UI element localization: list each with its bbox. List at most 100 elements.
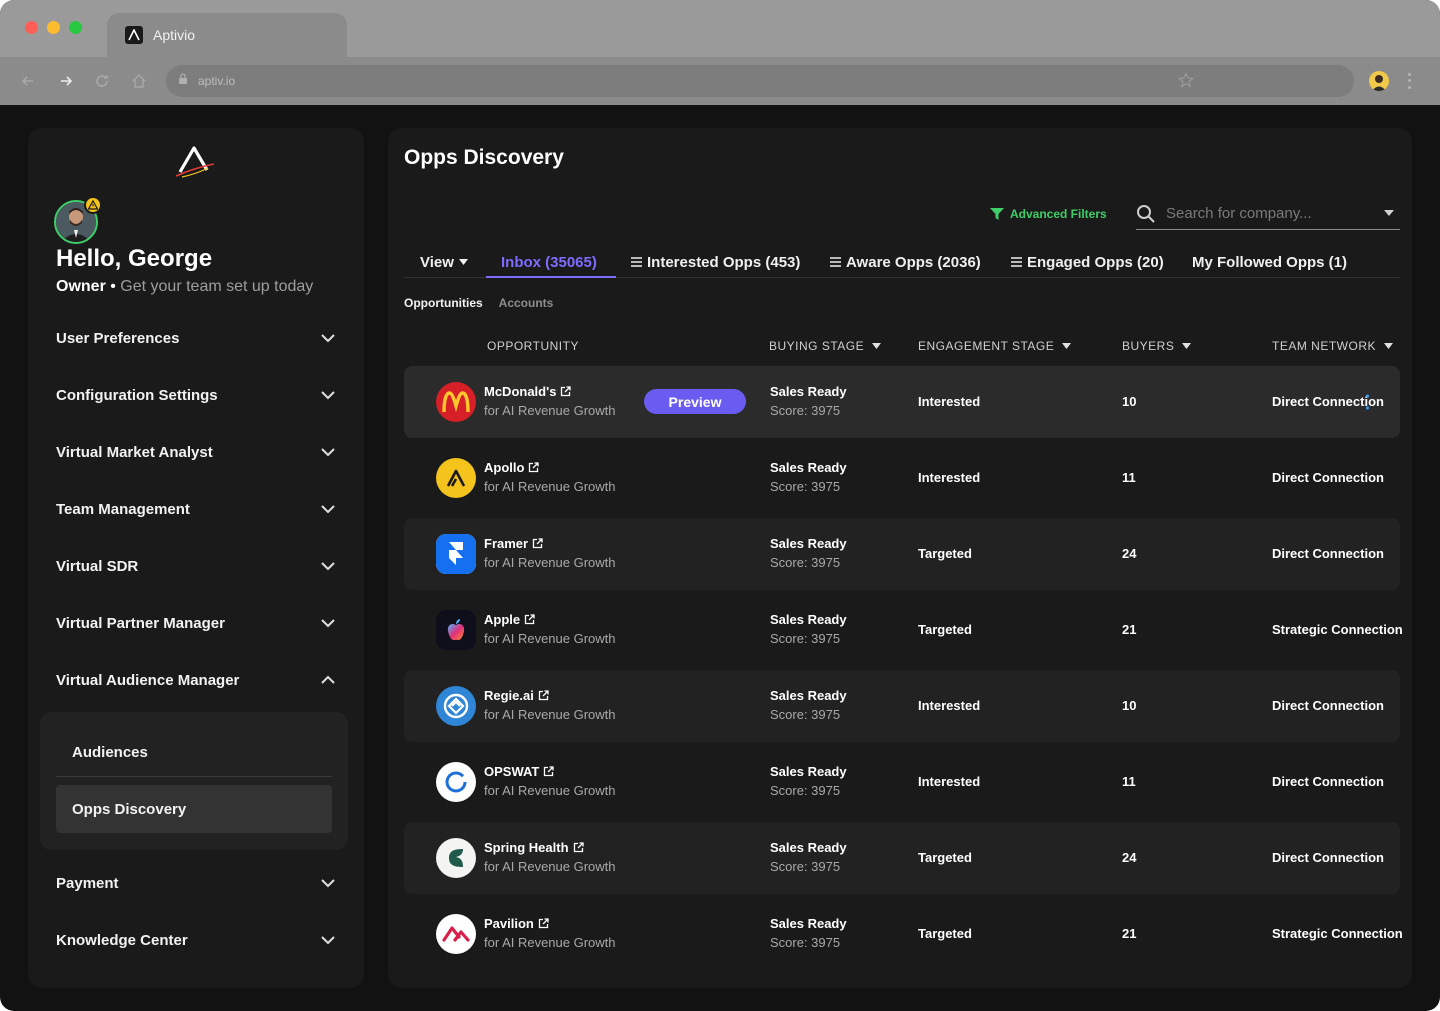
- url-text: aptiv.io: [198, 74, 236, 88]
- company-subtitle: for AI Revenue Growth: [484, 555, 616, 570]
- nav-virtual-partner-manager[interactable]: Virtual Partner Manager: [56, 611, 336, 635]
- table-row[interactable]: Pavilion for AI Revenue Growth Sales Rea…: [404, 898, 1403, 970]
- column-header-buying-stage[interactable]: BUYING STAGE: [769, 339, 882, 353]
- reload-icon[interactable]: [91, 70, 113, 92]
- company-name[interactable]: OPSWAT: [484, 764, 555, 779]
- buying-stage: Sales Ready: [770, 612, 847, 627]
- table-row[interactable]: Apollo for AI Revenue Growth Sales Ready…: [404, 442, 1400, 514]
- external-link-icon[interactable]: [538, 918, 549, 929]
- pavilion-logo-icon: [436, 914, 476, 954]
- advanced-filters-button[interactable]: Advanced Filters: [990, 207, 1107, 221]
- buyers-count: 11: [1122, 774, 1136, 789]
- buyers-count: 11: [1122, 470, 1136, 485]
- search-input[interactable]: [1166, 205, 1366, 222]
- buying-stage: Sales Ready: [770, 460, 847, 475]
- company-name-text: Spring Health: [484, 840, 569, 855]
- external-link-icon[interactable]: [560, 386, 572, 397]
- tab-label: Engaged Opps (20): [1027, 253, 1164, 271]
- tab-engaged-opps[interactable]: Engaged Opps (20): [1011, 246, 1164, 278]
- tab-view[interactable]: View: [420, 246, 468, 278]
- column-header-team-network[interactable]: TEAM NETWORK: [1272, 339, 1393, 353]
- subtab-opportunities[interactable]: Opportunities: [404, 296, 483, 310]
- maximize-window-button[interactable]: [69, 21, 82, 34]
- nav-label: Payment: [56, 874, 119, 892]
- url-bar[interactable]: aptiv.io: [166, 65, 1354, 97]
- sort-caret-icon: [1384, 343, 1393, 349]
- column-header-buyers[interactable]: BUYERS: [1122, 339, 1192, 353]
- forward-arrow-icon[interactable]: [55, 70, 77, 92]
- nav-label: Virtual Market Analyst: [56, 443, 213, 461]
- list-icon: [631, 257, 642, 267]
- tab-inbox[interactable]: Inbox (35065): [501, 246, 597, 278]
- caret-down-icon[interactable]: [1384, 210, 1394, 216]
- external-link-icon[interactable]: [528, 462, 540, 473]
- company-name-text: Apple: [484, 612, 521, 627]
- opswat-logo-icon: [436, 762, 476, 802]
- home-icon[interactable]: [128, 70, 150, 92]
- table-row[interactable]: Spring Health for AI Revenue Growth Sale…: [404, 822, 1400, 894]
- external-link-icon[interactable]: [543, 766, 555, 777]
- subtab-accounts[interactable]: Accounts: [498, 296, 554, 310]
- preview-button[interactable]: Preview: [644, 389, 746, 414]
- nav-virtual-sdr[interactable]: Virtual SDR: [56, 554, 336, 578]
- company-name-text: OPSWAT: [484, 764, 540, 779]
- score: Score: 3975: [770, 555, 841, 570]
- company-name[interactable]: McDonald's: [484, 384, 572, 399]
- warning-badge-icon: [84, 196, 102, 214]
- browser-tab[interactable]: Aptivio: [107, 13, 347, 57]
- table-row[interactable]: Regie.ai for AI Revenue Growth Sales Rea…: [404, 670, 1400, 742]
- external-link-icon[interactable]: [524, 614, 535, 625]
- engagement-stage: Interested: [918, 698, 981, 713]
- nav-label: Virtual Audience Manager: [56, 671, 240, 689]
- submenu-label: Audiences: [72, 743, 148, 761]
- advanced-filters-label: Advanced Filters: [1010, 207, 1107, 221]
- external-link-icon[interactable]: [532, 538, 543, 549]
- table-row[interactable]: Framer for AI Revenue Growth Sales Ready…: [404, 518, 1400, 590]
- submenu-item-audiences[interactable]: Audiences: [56, 728, 332, 776]
- minimize-window-button[interactable]: [47, 21, 60, 34]
- score: Score: 3975: [770, 783, 841, 798]
- company-name[interactable]: Apple: [484, 612, 535, 627]
- submenu-item-opps-discovery[interactable]: Opps Discovery: [56, 785, 332, 833]
- company-name[interactable]: Spring Health: [484, 840, 584, 855]
- column-label: BUYING STAGE: [769, 339, 865, 353]
- sort-caret-icon: [872, 343, 882, 349]
- company-name[interactable]: Apollo: [484, 460, 540, 475]
- table-row[interactable]: OPSWAT for AI Revenue Growth Sales Ready…: [404, 746, 1400, 818]
- company-name[interactable]: Regie.ai: [484, 688, 549, 703]
- sort-caret-icon: [1062, 343, 1072, 349]
- buyers-count: 24: [1122, 546, 1137, 561]
- tab-interested-opps[interactable]: Interested Opps (453): [631, 246, 800, 278]
- tab-my-followed-opps[interactable]: My Followed Opps (1): [1192, 246, 1347, 278]
- close-window-button[interactable]: [25, 21, 38, 34]
- column-header-engagement-stage[interactable]: ENGAGEMENT STAGE: [918, 339, 1072, 353]
- buying-stage: Sales Ready: [770, 764, 847, 779]
- nav-virtual-audience-manager[interactable]: Virtual Audience Manager: [56, 668, 336, 692]
- back-arrow-icon[interactable]: [17, 70, 39, 92]
- lock-icon: [178, 72, 188, 90]
- search-field[interactable]: [1136, 198, 1400, 230]
- column-label: ENGAGEMENT STAGE: [918, 339, 1055, 353]
- column-header-opportunity[interactable]: OPPORTUNITY: [487, 339, 579, 353]
- external-link-icon[interactable]: [538, 690, 549, 701]
- external-link-icon[interactable]: [573, 842, 584, 853]
- nav-user-preferences[interactable]: User Preferences: [56, 326, 336, 350]
- team-network: Direct Connection: [1272, 774, 1384, 789]
- nav-knowledge-center[interactable]: Knowledge Center: [56, 928, 336, 952]
- nav-payment[interactable]: Payment: [56, 871, 336, 895]
- company-name[interactable]: Pavilion: [484, 916, 549, 931]
- table-row[interactable]: Apple for AI Revenue Growth Sales Ready …: [404, 594, 1403, 666]
- mcdonalds-logo-icon: [436, 382, 476, 422]
- browser-menu-icon[interactable]: [1405, 71, 1413, 91]
- bookmark-star-icon[interactable]: [1177, 72, 1195, 93]
- aptivio-logo: [174, 144, 216, 180]
- framer-logo-icon: [436, 534, 476, 574]
- table-row[interactable]: McDonald's for AI Revenue Growth Preview…: [404, 366, 1400, 438]
- nav-team-management[interactable]: Team Management: [56, 497, 336, 521]
- nav-configuration-settings[interactable]: Configuration Settings: [56, 383, 336, 407]
- browser-profile-avatar[interactable]: [1369, 71, 1389, 91]
- tab-aware-opps[interactable]: Aware Opps (2036): [830, 246, 981, 278]
- team-network: Direct Connection: [1272, 850, 1384, 865]
- company-name[interactable]: Framer: [484, 536, 543, 551]
- nav-virtual-market-analyst[interactable]: Virtual Market Analyst: [56, 440, 336, 464]
